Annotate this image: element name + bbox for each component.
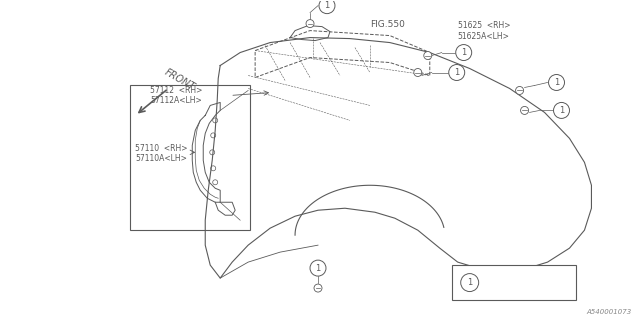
Text: 57110A<LH>: 57110A<LH> xyxy=(136,154,188,163)
Text: 0740011: 0740011 xyxy=(484,277,527,288)
Circle shape xyxy=(414,68,422,76)
Text: 57110  <RH>: 57110 <RH> xyxy=(136,144,188,153)
Circle shape xyxy=(516,86,524,94)
Circle shape xyxy=(461,274,479,292)
Circle shape xyxy=(548,75,564,91)
Circle shape xyxy=(314,284,322,292)
Text: 1: 1 xyxy=(324,1,330,10)
FancyBboxPatch shape xyxy=(452,265,577,300)
Text: 1: 1 xyxy=(316,264,321,273)
Circle shape xyxy=(306,20,314,28)
Text: 1: 1 xyxy=(461,48,467,57)
Text: 57112A<LH>: 57112A<LH> xyxy=(150,96,202,105)
Text: FRONT: FRONT xyxy=(163,67,196,92)
Circle shape xyxy=(310,260,326,276)
Circle shape xyxy=(319,0,335,14)
Text: 51625A<LH>: 51625A<LH> xyxy=(458,32,509,41)
Circle shape xyxy=(520,107,529,115)
Text: A540001073: A540001073 xyxy=(586,309,632,315)
Text: 1: 1 xyxy=(559,106,564,115)
Text: 1: 1 xyxy=(454,68,460,77)
Text: FIG.550: FIG.550 xyxy=(370,20,404,28)
Text: 57112  <RH>: 57112 <RH> xyxy=(150,86,203,95)
Text: 1: 1 xyxy=(467,278,472,287)
Text: 1: 1 xyxy=(554,78,559,87)
Circle shape xyxy=(554,102,570,118)
Circle shape xyxy=(424,52,432,60)
Circle shape xyxy=(456,44,472,60)
Text: 51625  <RH>: 51625 <RH> xyxy=(458,21,510,30)
Circle shape xyxy=(449,65,465,81)
